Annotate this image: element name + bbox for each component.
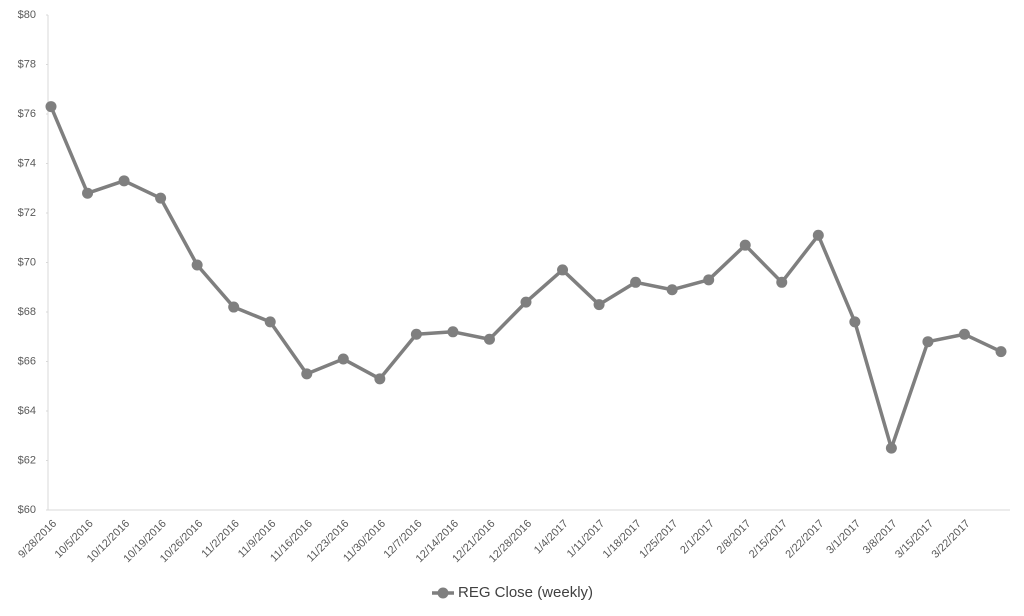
point <box>995 346 1007 358</box>
point <box>191 259 203 271</box>
point <box>922 336 934 348</box>
point <box>703 274 715 286</box>
x-tick-label: 2/22/2017 <box>783 518 826 561</box>
point <box>264 316 276 328</box>
point <box>812 229 824 241</box>
x-tick-label: 11/2/2016 <box>199 518 242 561</box>
y-tick-label: $64 <box>18 405 36 417</box>
y-tick-label: $70 <box>18 256 36 268</box>
point <box>958 328 970 340</box>
y-tick-label: $72 <box>18 207 36 219</box>
point <box>374 373 386 385</box>
point <box>82 187 94 199</box>
point <box>118 175 130 187</box>
point <box>520 296 532 308</box>
point <box>885 442 897 454</box>
x-tick-label: 9/28/2016 <box>16 518 59 561</box>
x-tick-label: 2/1/2017 <box>678 518 717 557</box>
point <box>447 326 459 338</box>
point <box>776 276 788 288</box>
point <box>410 328 422 340</box>
legend-label: REG Close (weekly) <box>458 584 593 601</box>
point <box>301 368 313 380</box>
y-tick-label: $74 <box>18 157 36 169</box>
x-tick-label: 1/18/2017 <box>601 518 644 561</box>
point <box>155 192 167 204</box>
point <box>630 276 642 288</box>
x-tick-label: 3/22/2017 <box>930 518 973 561</box>
point <box>45 101 57 113</box>
y-tick-label: $68 <box>18 306 36 318</box>
point <box>483 333 495 345</box>
y-tick-label: $80 <box>18 9 36 21</box>
x-tick-label: 3/1/2017 <box>824 518 863 557</box>
legend-marker <box>437 587 449 599</box>
y-tick-label: $66 <box>18 355 36 367</box>
x-tick-label: 2/15/2017 <box>747 518 790 561</box>
point <box>849 316 861 328</box>
y-tick-label: $62 <box>18 454 36 466</box>
point <box>666 284 678 296</box>
point <box>337 353 349 365</box>
point <box>228 301 240 313</box>
point <box>739 239 751 251</box>
x-tick-label: 3/15/2017 <box>893 518 936 561</box>
series-line <box>49 105 1002 450</box>
point <box>593 299 605 311</box>
y-tick-label: $76 <box>18 108 36 120</box>
x-tick-label: 1/25/2017 <box>637 518 680 561</box>
point <box>557 264 569 276</box>
y-tick-label: $78 <box>18 58 36 70</box>
y-tick-label: $60 <box>18 504 36 516</box>
